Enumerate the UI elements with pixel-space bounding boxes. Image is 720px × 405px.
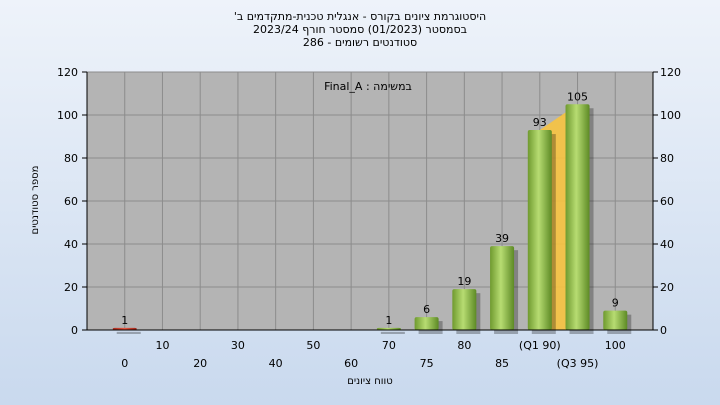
y-tick-label: 60 <box>660 195 674 208</box>
title-line-3: סטודנטים רשומים - 286 <box>303 36 417 49</box>
y-tick-label: 80 <box>64 152 78 165</box>
bar <box>452 289 477 330</box>
x-tick-label: 85 <box>495 357 509 370</box>
y-axis-left: 0 20 40 60 80 100 120 <box>57 66 88 337</box>
x-tick-label: 40 <box>269 357 283 370</box>
x-tick-label: 50 <box>306 339 320 352</box>
x-tick-label: 10 <box>155 339 169 352</box>
x-tick-label: 60 <box>344 357 358 370</box>
data-label: 9 <box>612 297 619 310</box>
bar-shadow <box>116 331 141 334</box>
bar <box>603 310 628 330</box>
x-tick-label: 20 <box>193 357 207 370</box>
bar <box>527 130 552 330</box>
chart-title: היסטוגרמת ציונים בקורס - אנגלית טכנית-מת… <box>234 10 486 49</box>
bar <box>112 327 137 330</box>
bar <box>376 327 401 330</box>
x-tick-label: 70 <box>382 339 396 352</box>
annotation-label: במשימה : Final_A <box>324 80 412 93</box>
y-tick-label: 120 <box>57 66 78 79</box>
x-tick-label: 75 <box>420 357 434 370</box>
y-tick-label: 40 <box>660 238 674 251</box>
y-tick-label: 40 <box>64 238 78 251</box>
y-axis-right: 0 20 40 60 80 100 120 <box>652 66 681 337</box>
data-label: 105 <box>567 90 588 103</box>
x-tick-label: 30 <box>231 339 245 352</box>
x-tick-label: (Q3 95) <box>557 357 599 370</box>
data-label: 93 <box>533 116 547 129</box>
data-label: 19 <box>457 275 471 288</box>
bar <box>565 104 590 330</box>
data-label: 1 <box>121 314 128 327</box>
x-axis-title: טווח ציונים <box>347 376 392 387</box>
y-tick-label: 0 <box>71 324 78 337</box>
y-tick-label: 60 <box>64 195 78 208</box>
data-labels: 1 1 6 19 39 93 105 9 <box>121 90 619 327</box>
x-tick-label: 0 <box>121 357 128 370</box>
y-tick-label: 100 <box>57 109 78 122</box>
y-axis-title: מספר סטודנטים <box>30 166 41 235</box>
y-tick-label: 120 <box>660 66 681 79</box>
data-label: 6 <box>423 303 430 316</box>
data-label: 39 <box>495 232 509 245</box>
y-tick-label: 0 <box>660 324 667 337</box>
x-tick-label: (Q1 90) <box>519 339 561 352</box>
y-tick-label: 20 <box>660 281 674 294</box>
title-line-2: בסמסטר (01/2023) סמסטר חורף 2023/24 <box>253 23 467 36</box>
data-label: 1 <box>385 314 392 327</box>
bar-shadow <box>380 331 405 334</box>
x-axis: 0 10 20 30 40 50 60 70 75 80 85 (Q1 90) (Q3 95) 100 <box>87 329 653 370</box>
y-tick-label: 20 <box>64 281 78 294</box>
x-tick-label: 80 <box>457 339 471 352</box>
x-tick-label: 100 <box>605 339 626 352</box>
title-line-1: היסטוגרמת ציונים בקורס - אנגלית טכנית-מת… <box>234 10 486 23</box>
bar <box>490 246 515 330</box>
bars <box>112 104 632 334</box>
y-tick-label: 100 <box>660 109 681 122</box>
bar <box>414 317 439 330</box>
y-tick-label: 80 <box>660 152 674 165</box>
